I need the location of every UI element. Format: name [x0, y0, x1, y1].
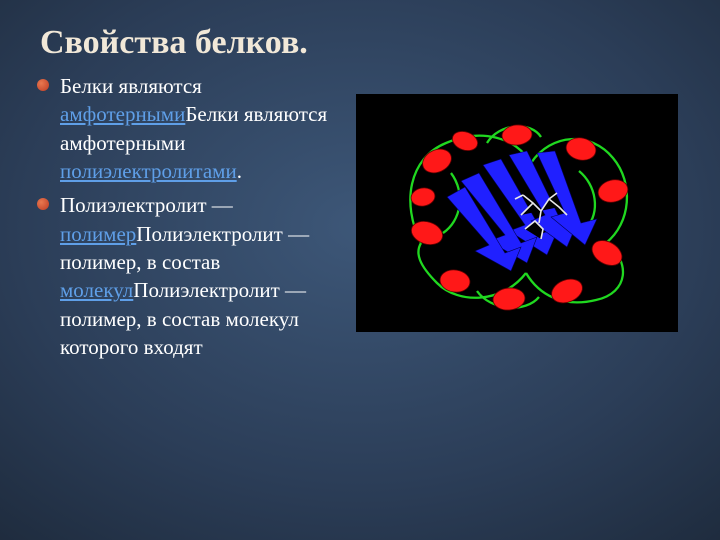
protein-image	[356, 94, 678, 332]
hyperlink[interactable]: амфотерными	[60, 102, 185, 126]
text-run: Полиэлектролит —	[60, 193, 233, 217]
hyperlink[interactable]: полиэлектролитами	[60, 159, 237, 183]
bullet-marker-icon	[36, 78, 50, 92]
content-row: Белки являются амфотернымиБелки являются…	[30, 72, 690, 367]
text-column: Белки являются амфотернымиБелки являются…	[30, 72, 340, 367]
slide-title: Свойства белков.	[40, 24, 690, 62]
slide: Свойства белков. Белки являются амфотерн…	[0, 0, 720, 540]
bullet-text: Полиэлектролит — полимерПолиэлектролит —…	[60, 191, 340, 361]
bullet-text: Белки являются амфотернымиБелки являются…	[60, 72, 340, 185]
bullet-item: Белки являются амфотернымиБелки являются…	[36, 72, 340, 185]
bullet-item: Полиэлектролит — полимерПолиэлектролит —…	[36, 191, 340, 361]
text-run: Белки являются	[60, 74, 202, 98]
hyperlink[interactable]: молекул	[60, 278, 133, 302]
bullet-marker-icon	[36, 197, 50, 211]
hyperlink[interactable]: полимер	[60, 222, 136, 246]
protein-svg	[357, 95, 678, 332]
text-run: .	[237, 159, 242, 183]
